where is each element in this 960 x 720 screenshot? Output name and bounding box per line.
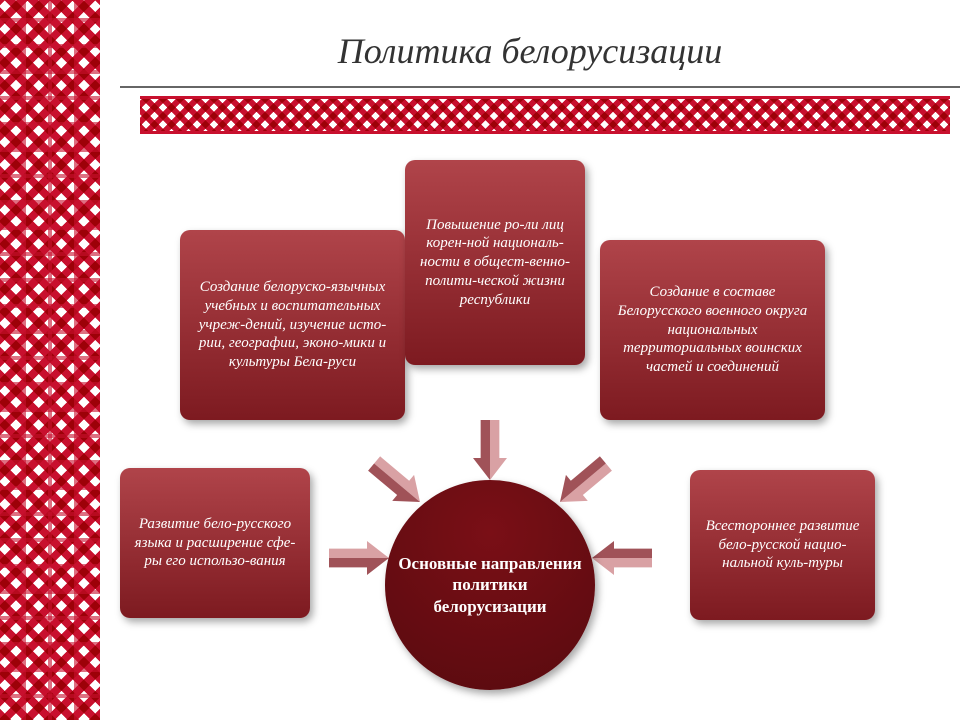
diagram-center-node: Основные направления политики белорусиза…: [385, 480, 595, 690]
horizontal-ornament-pattern: [140, 96, 950, 134]
diagram-node: Создание в составе Белорусского военного…: [600, 240, 825, 420]
radial-diagram: Развитие бело-русского языка и расширени…: [100, 150, 960, 720]
diagram-arrow: [329, 541, 389, 575]
title-underline: [120, 86, 960, 88]
diagram-node: Развитие бело-русского языка и расширени…: [120, 468, 310, 618]
page-title: Политика белорусизации: [120, 30, 940, 72]
diagram-node: Повышение ро-ли лиц корен-ной националь-…: [405, 160, 585, 365]
diagram-arrow: [473, 420, 507, 480]
diagram-node: Создание белоруско-язычных учебных и вос…: [180, 230, 405, 420]
diagram-arrow: [592, 541, 652, 575]
diagram-node: Всестороннее развитие бело-русской нацио…: [690, 470, 875, 620]
left-ornament-pattern: [0, 0, 100, 720]
